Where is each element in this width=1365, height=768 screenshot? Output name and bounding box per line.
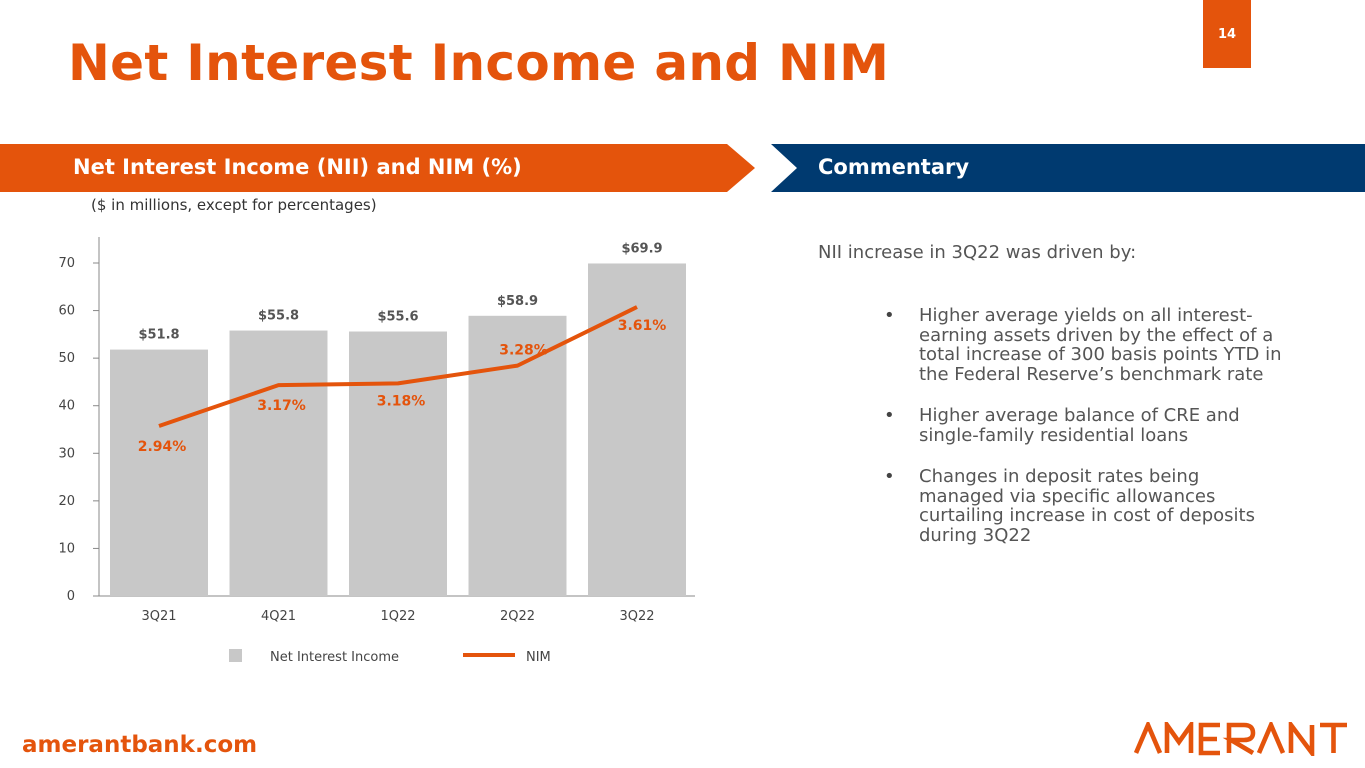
nii-bar-label: $51.8	[138, 328, 179, 343]
commentary-bullet: • Higher average balance of CRE and singl…	[884, 405, 1240, 446]
y-tick-label: 60	[58, 304, 75, 319]
commentary-header-shape	[771, 144, 1365, 192]
y-tick-label: 70	[58, 256, 75, 271]
legend-label-nii: Net Interest Income	[270, 650, 399, 665]
nii-header-arrow-shape	[0, 144, 755, 192]
nii-nim-chart: 0 10 20 30 40 50 60 70 $51.8 $55.8 $55.6 $58.9 $69.9…	[58, 237, 695, 665]
commentary-lead: NII increase in 3Q22 was driven by:	[818, 242, 1137, 263]
bullet-dot: •	[884, 466, 895, 487]
bullet-dot: •	[884, 405, 895, 426]
legend-swatch-nii	[229, 649, 242, 662]
y-tick-label: 20	[58, 494, 75, 509]
nii-bar	[110, 349, 208, 596]
page-number: 14	[1203, 0, 1251, 68]
x-tick-label: 4Q21	[261, 609, 296, 624]
y-tick-label: 40	[58, 399, 75, 414]
nii-header-label: Net Interest Income (NII) and NIM (%)	[73, 155, 522, 179]
x-tick-label: 1Q22	[380, 609, 415, 624]
nii-bar-label: $55.6	[377, 310, 418, 325]
nii-bar	[349, 331, 447, 596]
nim-point-label: 3.28%	[499, 343, 548, 359]
nii-bar-label: $55.8	[258, 309, 299, 324]
units-note: ($ in millions, except for percentages)	[91, 196, 377, 214]
x-tick-label: 3Q21	[141, 609, 176, 624]
commentary-bullet: • Higher average yields on all interest-e…	[884, 305, 1282, 385]
nim-point-label: 2.94%	[138, 439, 187, 455]
x-tick-label: 3Q22	[619, 609, 654, 624]
x-tick-label: 2Q22	[500, 609, 535, 624]
commentary-bullet: • Changes in deposit rates being managed …	[884, 466, 1255, 546]
nim-point-label: 3.18%	[377, 393, 426, 409]
nii-bar-label: $58.9	[497, 294, 538, 309]
nii-bar-label: $69.9	[621, 241, 662, 256]
nim-point-label: 3.17%	[257, 398, 306, 414]
amerant-logo	[1134, 722, 1347, 756]
nii-bar	[468, 315, 567, 596]
legend-label-nim: NIM	[526, 650, 551, 665]
y-tick-label: 50	[58, 351, 75, 366]
y-tick-label: 30	[58, 446, 75, 461]
footer-website-link[interactable]: amerantbank.com	[22, 732, 258, 758]
commentary-bullets: • Higher average yields on all interest-e…	[884, 306, 1284, 567]
y-tick-label: 10	[58, 541, 75, 556]
slide-title: Net Interest Income and NIM	[68, 34, 890, 92]
nii-bar	[588, 263, 686, 596]
nii-bar	[229, 330, 328, 596]
commentary-header-band: Commentary	[771, 144, 1365, 192]
nim-point-label: 3.61%	[618, 318, 667, 334]
bullet-dot: •	[884, 305, 895, 326]
commentary-header-label: Commentary	[818, 155, 970, 179]
y-tick-label: 0	[67, 589, 75, 604]
nii-header-band: Net Interest Income (NII) and NIM (%)	[0, 144, 760, 192]
